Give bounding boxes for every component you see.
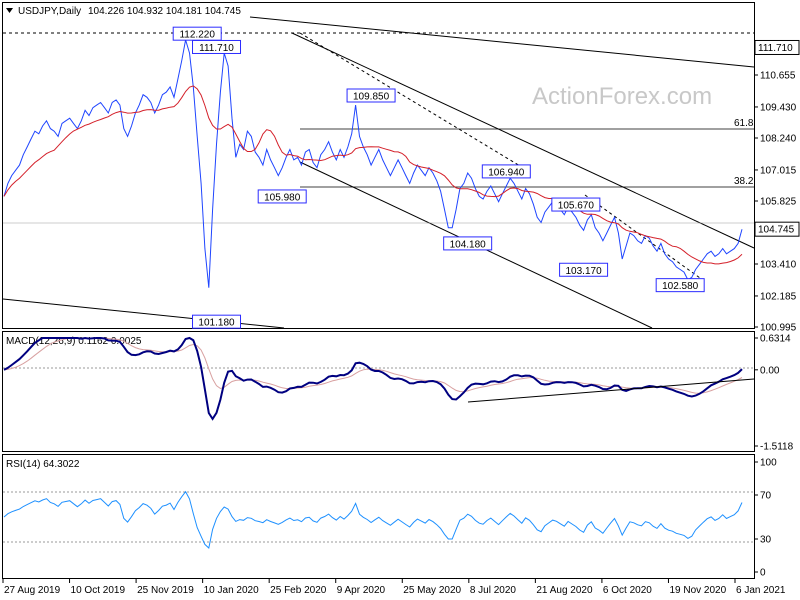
current-price-box-text: 104.745 — [758, 225, 795, 236]
fib-382-label: 38.2 — [734, 176, 754, 187]
annotation-109.850: 109.850 — [346, 88, 396, 103]
rsi-tick-label: 70 — [760, 491, 772, 502]
annotation-box — [257, 189, 307, 204]
rsi-label: RSI(14) 64.3022 — [6, 459, 80, 470]
annotation-text: 109.850 — [353, 92, 390, 103]
chart-ohlc: 104.226 104.932 104.181 104.745 — [88, 6, 241, 17]
chart-symbol: USDJPY,Daily — [18, 6, 81, 17]
x-tick-label: 25 May 2020 — [403, 585, 461, 596]
moving-average-series — [3, 85, 743, 265]
price-series — [3, 39, 743, 288]
macd-label: MACD(12,26,9) 0.1162 0.0025 — [6, 336, 142, 347]
price-tick-label: 109.430 — [760, 102, 797, 113]
annotation-box — [192, 39, 242, 54]
annotation-102.580: 102.580 — [655, 278, 705, 293]
x-tick-label: 10 Oct 2019 — [71, 585, 126, 596]
x-tick-label: 25 Feb 2020 — [270, 585, 327, 596]
price-tick-label: 105.825 — [760, 197, 797, 208]
price-tick-label: 103.410 — [760, 260, 797, 271]
price-tick-label: 110.655 — [760, 71, 796, 82]
channel-upper-line — [291, 32, 755, 249]
x-tick-label: 6 Oct 2020 — [603, 585, 652, 596]
price-panel — [2, 2, 755, 329]
macd-tick-label: 0.00 — [760, 365, 780, 376]
rsi-axis: 100 70 30 0 — [754, 458, 777, 579]
current-price-box-bg — [754, 221, 800, 237]
annotation-text: 111.710 — [199, 43, 234, 54]
annotation-105.980: 105.980 — [257, 189, 307, 204]
x-tick-label: 27 Aug 2019 — [4, 585, 61, 596]
annotation-105.670: 105.670 — [551, 197, 601, 212]
macd-tick-label: 0.6314 — [760, 334, 791, 345]
resistance-price-box-bg — [754, 39, 800, 55]
macd-series — [3, 336, 743, 421]
annotation-box — [192, 314, 242, 329]
x-tick-label: 9 Apr 2020 — [337, 585, 386, 596]
price-annotations: 112.220 111.710 109.850 105.980 104.180 106.9… — [172, 26, 705, 329]
macd-panel — [2, 331, 755, 452]
price-tick-label: 108.240 — [760, 134, 797, 145]
rsi-tick-label: 30 — [760, 535, 772, 546]
x-axis: 27 Aug 2019 10 Oct 2019 25 Nov 2019 10 Jan … — [2, 578, 786, 596]
annotation-111.710: 111.710 — [192, 39, 242, 54]
macd-trend-line — [467, 378, 755, 403]
annotation-101.180: 101.180 — [192, 314, 242, 329]
fib-618-label: 61.8 — [734, 118, 754, 129]
x-tick-label: 25 Nov 2019 — [137, 585, 194, 596]
annotation-text: 102.580 — [662, 281, 699, 292]
annotation-box — [551, 197, 601, 212]
price-tick-label: 100.995 — [760, 323, 797, 334]
rsi-tick-label: 0 — [760, 568, 766, 579]
x-tick-label: 6 Jan 2021 — [736, 585, 786, 596]
price-axis: 110.655109.430108.240107.015105.825104.6… — [754, 39, 800, 334]
price-tick-label: 107.015 — [760, 165, 797, 176]
dashed-trend-line — [299, 32, 531, 173]
resistance-price-box-text: 111.710 — [758, 43, 793, 54]
annotation-103.170: 103.170 — [559, 262, 609, 277]
watermark: ActionForex.com — [532, 83, 712, 110]
annotation-text: 104.180 — [450, 239, 487, 250]
x-tick-label: 8 Jul 2020 — [470, 585, 517, 596]
x-tick-label: 19 Nov 2020 — [669, 585, 726, 596]
macd-tick-label: -1.5118 — [760, 442, 794, 453]
x-tick-label: 21 Aug 2020 — [536, 585, 593, 596]
resistance-price-box: 111.710 — [754, 39, 800, 55]
annotation-box — [346, 88, 396, 103]
rsi-tick-label: 100 — [760, 458, 777, 469]
trend-lines — [2, 16, 755, 329]
annotation-text: 101.180 — [198, 318, 235, 329]
current-price-box: 104.745 — [754, 221, 800, 237]
rsi-panel — [2, 454, 755, 579]
rsi-series — [3, 490, 743, 549]
annotation-text: 106.940 — [488, 167, 525, 178]
macd-axis: 0.6314 0.00 -1.5118 — [754, 334, 794, 453]
annotation-box — [443, 236, 493, 251]
annotation-112.220: 112.220 — [172, 26, 222, 41]
annotation-text: 112.220 — [179, 30, 215, 41]
annotation-box — [655, 278, 705, 293]
annotation-text: 105.980 — [264, 192, 301, 203]
annotation-text: 105.670 — [558, 201, 595, 212]
annotation-box — [481, 164, 531, 179]
annotation-104.180: 104.180 — [443, 236, 493, 251]
x-tick-label: 10 Jan 2020 — [204, 585, 259, 596]
annotation-box — [559, 262, 609, 277]
price-tick-label: 102.185 — [760, 291, 797, 302]
annotation-106.940: 106.940 — [481, 164, 531, 179]
annotation-text: 103.170 — [566, 266, 603, 277]
symbol-triangle-icon — [6, 8, 13, 13]
long-term-resistance-line — [249, 16, 755, 68]
